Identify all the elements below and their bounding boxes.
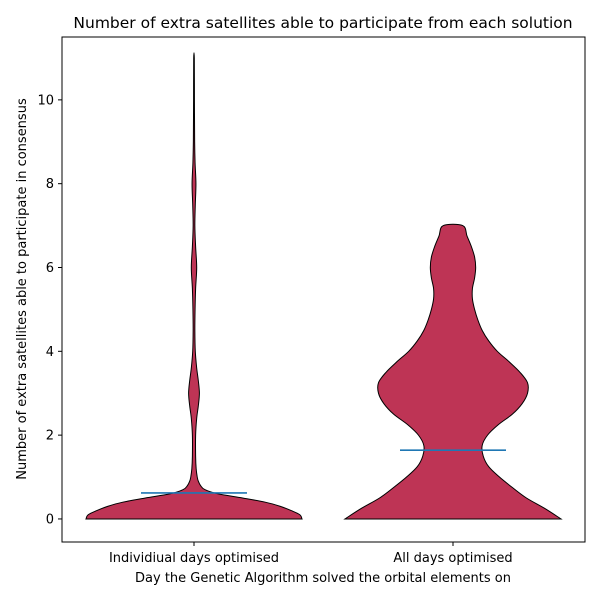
y-tick-label: 10 xyxy=(37,93,54,108)
y-tick-label: 0 xyxy=(46,512,54,527)
x-axis-label: Day the Genetic Algorithm solved the orb… xyxy=(135,571,511,586)
violin-all-days xyxy=(343,223,563,520)
mean-line-layer xyxy=(141,449,506,494)
y-tick-label: 2 xyxy=(46,429,54,444)
y-axis: 0 2 4 6 8 10 xyxy=(37,93,62,527)
x-axis: Individiual days optimised All days optim… xyxy=(109,542,513,566)
y-axis-label: Number of extra satellites able to parti… xyxy=(15,98,30,480)
violin-individual-days xyxy=(85,52,303,520)
x-tick-label: Individiual days optimised xyxy=(109,551,279,566)
chart-title: Number of extra satellites able to parti… xyxy=(73,14,572,32)
x-tick-label: All days optimised xyxy=(393,551,512,566)
y-tick-label: 6 xyxy=(46,261,54,276)
violin-layer xyxy=(85,52,563,520)
plot-frame xyxy=(61,36,586,543)
y-tick-label: 8 xyxy=(46,177,54,192)
y-tick-label: 4 xyxy=(46,345,54,360)
